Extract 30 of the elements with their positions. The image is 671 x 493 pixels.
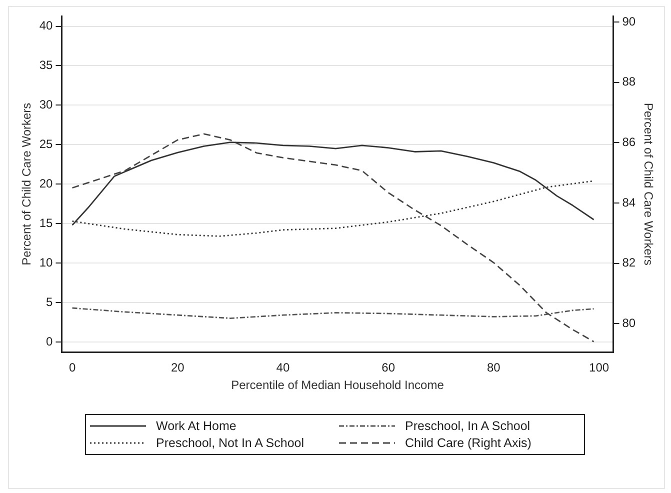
x-tick-label: 0 (68, 360, 76, 375)
y2-tick-label: 80 (622, 316, 636, 330)
y-axis-title: Percent of Child Care Workers (20, 102, 34, 266)
legend-label: Preschool, In A School (405, 419, 530, 433)
y2-tick-label: 84 (622, 195, 636, 210)
legend-label: Work At Home (156, 419, 236, 433)
y2-tick-label: 82 (622, 256, 636, 270)
y2-axis-title: Percent of Child Care Workers (641, 102, 656, 266)
y2-tick-label: 86 (622, 134, 636, 149)
x-tick-label: 100 (589, 360, 610, 375)
legend-label: Child Care (Right Axis) (405, 436, 532, 450)
y-tick-label: 15 (39, 216, 54, 230)
x-tick-label: 80 (487, 360, 501, 375)
y2-tick-label: 90 (622, 14, 636, 28)
y-tick-label: 20 (39, 176, 54, 190)
line-series (72, 307, 594, 319)
line-series (72, 133, 594, 342)
legend-label: Preschool, Not In A School (156, 436, 304, 450)
x-axis-title: Percentile of Median Household Income (231, 378, 444, 392)
y-tick-label: 10 (39, 255, 54, 270)
x-tick-label: 20 (170, 360, 185, 375)
y-tick-label: 0 (46, 334, 54, 348)
y-tick-label: 5 (46, 294, 54, 309)
y-tick-label: 30 (39, 97, 54, 112)
y-tick-label: 35 (39, 58, 54, 72)
x-tick-label: 40 (276, 360, 290, 375)
y2-tick-label: 88 (622, 74, 636, 89)
y-tick-label: 25 (39, 136, 54, 151)
y-tick-label: 40 (39, 18, 54, 33)
x-tick-label: 60 (382, 360, 396, 375)
